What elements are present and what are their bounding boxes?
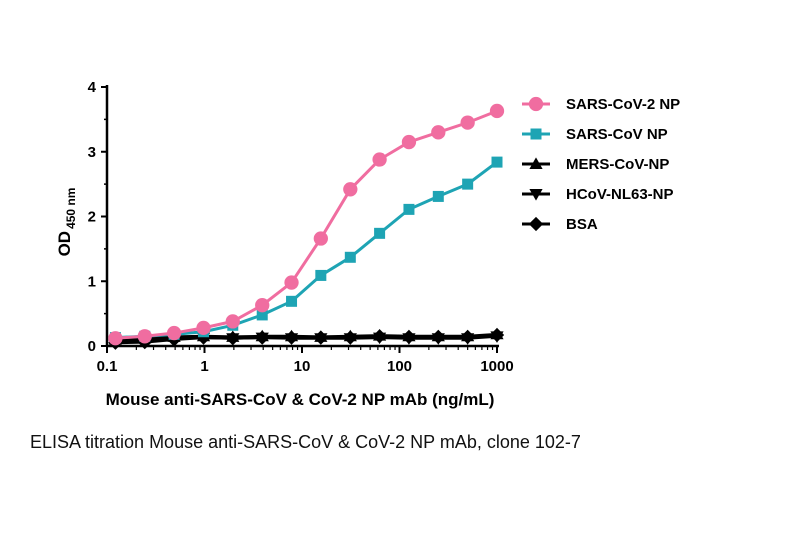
data-point [255,329,269,342]
data-point [286,295,298,307]
y-tick-label: 2 [88,209,96,226]
legend-marker [530,128,542,140]
data-point [490,327,504,340]
legend-label: BSA [566,216,598,233]
y-tick-label: 0 [88,338,96,355]
data-point [374,227,386,239]
data-point [137,329,152,344]
y-tick-label: 4 [88,79,97,96]
data-point [432,190,444,202]
data-point [431,329,445,342]
data-point [372,329,387,341]
y-axis-title-subscript: 450 nm [64,188,78,229]
axes: 0 1 2 3 4 0.1 1 10 100 1000 [88,79,514,375]
series-line [115,160,498,340]
legend-marker [528,96,544,112]
x-axis-title: Mouse anti-SARS-CoV & CoV-2 NP mAb (ng/m… [106,390,495,409]
x-tick-label: 100 [387,358,412,375]
data-point [284,275,299,290]
data-point [461,329,475,342]
data-point [403,203,415,215]
data-point [372,152,387,167]
figure-caption: ELISA titration Mouse anti-SARS-CoV & Co… [30,432,581,452]
data-point [462,178,474,190]
data-point [491,156,503,168]
legend-item: SARS-CoV-2 NP [522,96,680,113]
y-tick-label: 3 [88,144,96,161]
data-point [226,330,240,342]
legend-marker [529,189,543,201]
data-point [315,269,327,281]
data-point [313,231,328,246]
data-point [431,125,446,140]
series-line [115,109,498,340]
data-point [314,330,328,342]
series-sars-cov-2-np [108,103,505,346]
data-point [344,251,356,263]
data-point [225,314,240,329]
x-tick-label: 0.1 [97,358,118,375]
data-point [401,134,417,150]
legend-marker [528,216,544,232]
data-point [460,115,475,130]
data-point [255,298,270,313]
x-tick-label: 1000 [480,358,513,375]
legend-item: HCoV-NL63-NP [522,186,674,203]
legend-item: BSA [522,216,598,233]
legend-item: MERS-CoV-NP [522,156,669,173]
legend-label: SARS-CoV NP [566,126,668,143]
data-point [489,103,505,119]
data-point [343,182,358,197]
data-point [166,325,182,341]
data-point [256,309,268,321]
data-point [196,320,211,336]
data-point [343,329,357,342]
legend-item: SARS-CoV NP [522,126,668,143]
y-axis-title: OD 450 nm [55,188,78,257]
data-point [284,329,299,342]
series-sars-cov-np [109,156,503,344]
x-tick-label: 10 [294,358,311,375]
data-point [108,331,123,346]
legend: SARS-CoV-2 NP SARS-CoV NP MERS-CoV-NP HCoV-… [522,96,680,233]
legend-label: HCoV-NL63-NP [566,186,674,203]
data-point [402,329,416,342]
series-layer [108,103,505,350]
x-tick-label: 1 [200,358,208,375]
legend-label: SARS-CoV-2 NP [566,96,680,113]
y-axis-title-main: OD [55,231,74,257]
y-tick-label: 1 [88,273,96,290]
legend-marker [529,157,543,169]
legend-label: MERS-CoV-NP [566,156,669,173]
